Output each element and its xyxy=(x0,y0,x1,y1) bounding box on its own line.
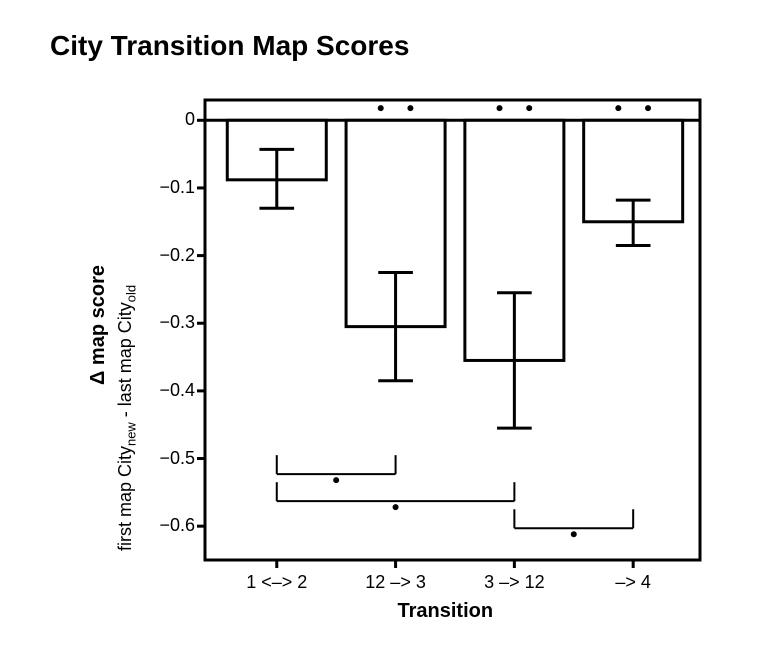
bar-chart xyxy=(0,0,778,666)
x-tick-label: –> 4 xyxy=(573,572,693,593)
x-tick-label: 3 –> 12 xyxy=(454,572,574,593)
y-tick-label: −0.5 xyxy=(135,448,195,469)
y-tick-label: 0 xyxy=(135,109,195,130)
x-tick-label: 12 –> 3 xyxy=(336,572,456,593)
y-tick-label: −0.1 xyxy=(135,177,195,198)
y-tick-label: −0.2 xyxy=(135,245,195,266)
y-tick-label: −0.4 xyxy=(135,380,195,401)
y-tick-label: −0.6 xyxy=(135,515,195,536)
x-tick-label: 1 <–> 2 xyxy=(217,572,337,593)
y-tick-label: −0.3 xyxy=(135,312,195,333)
